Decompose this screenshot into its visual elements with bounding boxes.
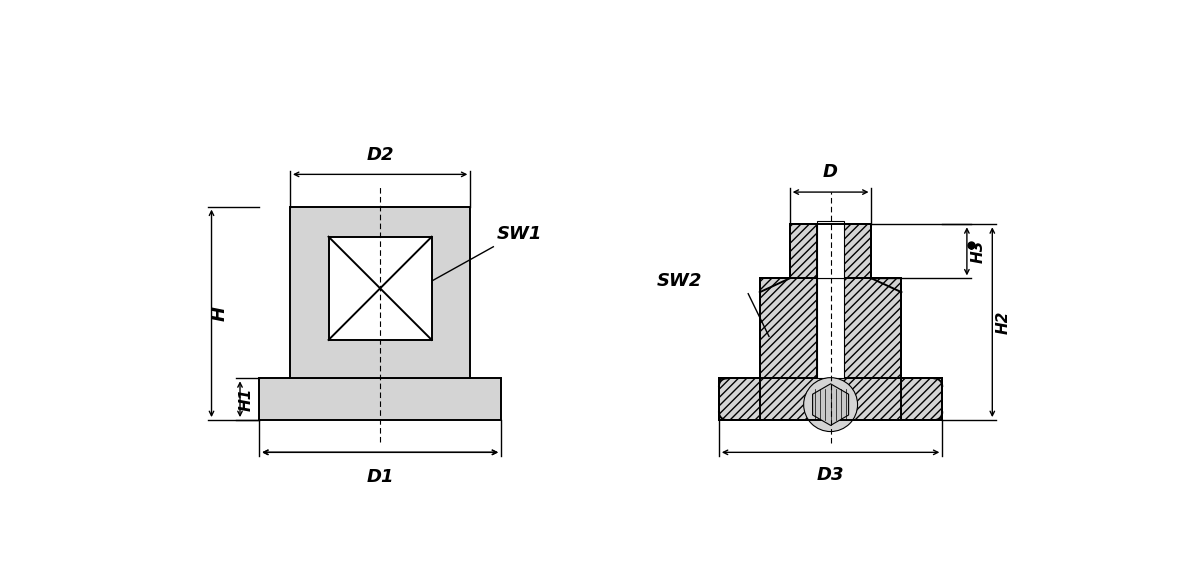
Polygon shape — [845, 278, 901, 378]
Polygon shape — [817, 278, 845, 378]
Polygon shape — [790, 224, 817, 278]
Polygon shape — [812, 384, 848, 425]
Text: H1: H1 — [239, 387, 254, 411]
Circle shape — [804, 378, 858, 432]
Text: D: D — [823, 162, 838, 181]
Text: H3: H3 — [971, 240, 985, 263]
Polygon shape — [760, 378, 901, 420]
Polygon shape — [290, 207, 470, 378]
Polygon shape — [901, 378, 942, 420]
Polygon shape — [719, 378, 760, 420]
Text: SW2: SW2 — [656, 272, 702, 290]
Text: H: H — [210, 306, 228, 321]
Text: D3: D3 — [817, 466, 845, 484]
Polygon shape — [817, 220, 845, 278]
Text: D2: D2 — [366, 146, 394, 164]
Polygon shape — [329, 236, 432, 340]
Text: SW1: SW1 — [497, 225, 542, 243]
Polygon shape — [259, 378, 502, 420]
Text: H2: H2 — [996, 311, 1012, 334]
Polygon shape — [760, 278, 817, 378]
Text: D1: D1 — [366, 468, 394, 486]
Polygon shape — [845, 224, 871, 278]
